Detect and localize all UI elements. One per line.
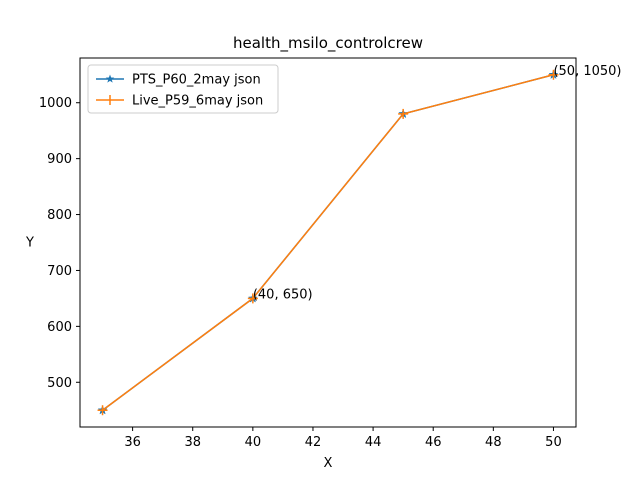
legend: PTS_P60_2may json Live_P59_6may json bbox=[87, 64, 279, 114]
series-line bbox=[102, 74, 554, 411]
data-point bbox=[97, 405, 108, 416]
data-point bbox=[548, 69, 559, 80]
x-tick-label: 38 bbox=[184, 435, 201, 450]
x-tick-label: 50 bbox=[545, 435, 562, 450]
x-axis: 36 38 40 42 44 46 48 50 bbox=[124, 427, 562, 450]
data-point bbox=[247, 293, 258, 304]
x-axis-title: X bbox=[324, 456, 333, 471]
x-tick-label: 36 bbox=[124, 435, 141, 450]
y-tick-label: 800 bbox=[47, 208, 72, 223]
legend-item: Live_P59_6may json bbox=[96, 94, 263, 109]
y-tick-label: 600 bbox=[47, 320, 72, 335]
legend-label: Live_P59_6may json bbox=[132, 94, 263, 109]
legend-item: PTS_P60_2may json bbox=[96, 73, 261, 88]
plot-area: (40, 650) (50, 1050) bbox=[79, 57, 622, 428]
chart-title: health_msilo_controlcrew bbox=[233, 34, 423, 53]
x-tick-label: 44 bbox=[365, 435, 382, 450]
legend-label: PTS_P60_2may json bbox=[132, 73, 261, 88]
data-label: (50, 1050) bbox=[553, 64, 621, 79]
legend-marker bbox=[105, 74, 115, 83]
y-axis-title: Y bbox=[25, 236, 34, 251]
y-tick-label: 500 bbox=[47, 376, 72, 391]
y-tick-label: 700 bbox=[47, 264, 72, 279]
x-tick-label: 42 bbox=[305, 435, 322, 450]
y-axis: 500 600 700 800 900 1000 bbox=[39, 96, 80, 391]
x-tick-label: 46 bbox=[425, 435, 442, 450]
x-tick-label: 40 bbox=[245, 435, 262, 450]
series-2 bbox=[97, 69, 559, 416]
y-tick-label: 1000 bbox=[39, 96, 72, 111]
data-label: (40, 650) bbox=[253, 287, 313, 302]
plot-frame bbox=[79, 57, 577, 428]
legend-box bbox=[87, 64, 279, 114]
data-point bbox=[398, 108, 409, 119]
y-tick-label: 900 bbox=[47, 152, 72, 167]
x-tick-label: 48 bbox=[485, 435, 502, 450]
